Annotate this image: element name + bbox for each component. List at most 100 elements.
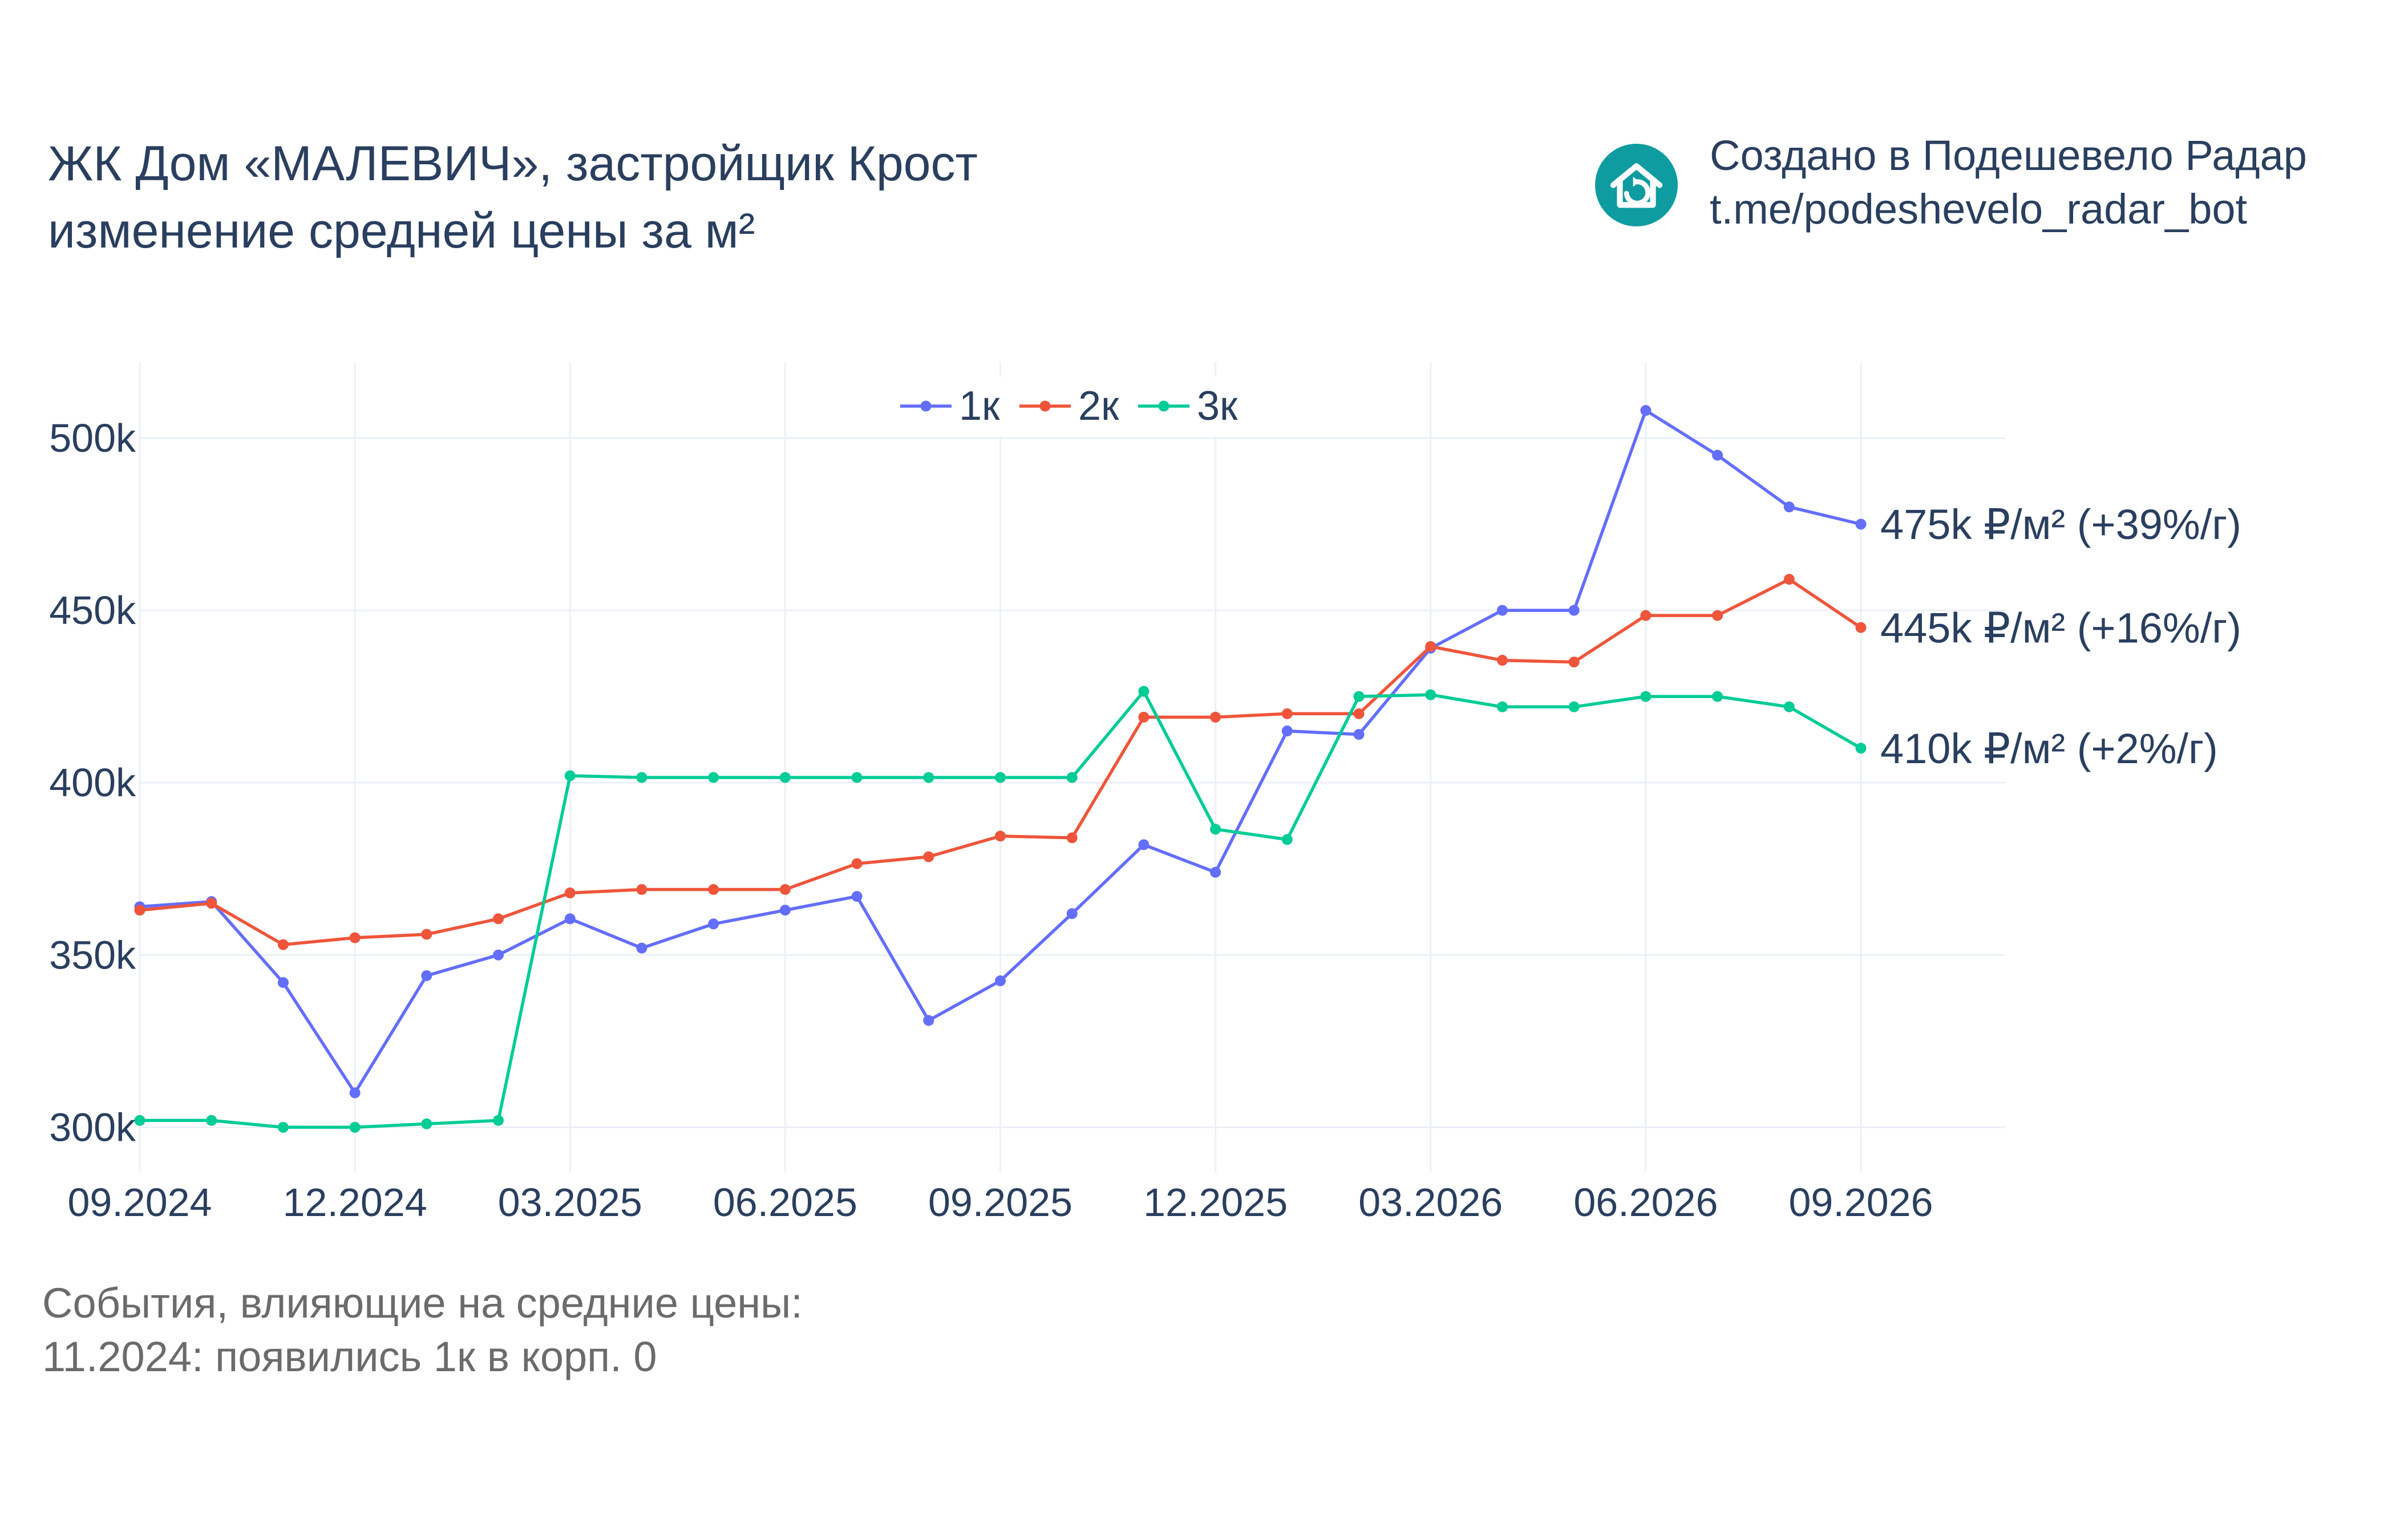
data-point [277, 977, 289, 988]
data-point [1496, 605, 1508, 616]
x-tick-label: 06.2025 [713, 1180, 857, 1225]
data-point [1353, 708, 1365, 719]
data-point [923, 1015, 934, 1026]
data-point [1281, 708, 1293, 719]
data-point [851, 772, 863, 783]
data-point [1496, 655, 1508, 666]
data-point [421, 929, 432, 940]
data-point [206, 1115, 217, 1126]
end-label-2: 445k ₽/м² (+16%/г) [1880, 604, 2241, 651]
legend-swatch-marker [1039, 400, 1051, 412]
data-point [1281, 834, 1293, 845]
legend: 1к 2к 3к [890, 376, 1249, 436]
data-point [493, 949, 504, 961]
series-lines [134, 405, 1867, 1133]
title-line-1: ЖК Дом «МАЛЕВИЧ», застройщик Крост [48, 136, 978, 191]
data-point [779, 884, 791, 895]
brand-credit: Создано в Подешевело Радар t.me/podeshev… [1710, 129, 2307, 236]
data-point [493, 1115, 504, 1126]
data-point [1568, 656, 1580, 668]
data-point [564, 913, 576, 925]
data-point [206, 898, 217, 909]
data-point [1640, 691, 1652, 702]
data-point [421, 1118, 432, 1129]
data-point [1138, 711, 1150, 723]
data-point [1210, 711, 1221, 723]
brand-line-1: Создано в Подешевело Радар [1710, 132, 2307, 179]
events-item: 11.2024: появились 1к в корп. 0 [42, 1333, 657, 1380]
data-point [779, 905, 791, 916]
data-point [851, 891, 863, 902]
legend-swatch-marker [1158, 400, 1169, 412]
data-point [1281, 726, 1293, 737]
legend-label: 1к [959, 383, 1000, 429]
y-tick-label: 400k [49, 760, 136, 805]
data-point [779, 772, 791, 783]
data-point [1425, 689, 1436, 700]
data-point [1496, 701, 1508, 712]
data-point [1855, 518, 1867, 530]
x-tick-label: 03.2026 [1358, 1180, 1503, 1225]
data-point [349, 932, 361, 943]
data-point [708, 884, 719, 895]
data-point [349, 1087, 361, 1099]
data-point [1855, 622, 1867, 633]
grid-lines [139, 362, 2005, 1172]
data-point [1783, 574, 1795, 585]
data-point [1353, 691, 1365, 702]
data-point [1640, 405, 1652, 416]
x-tick-label: 06.2026 [1573, 1180, 1718, 1225]
data-point [1066, 908, 1078, 919]
y-tick-label: 300k [49, 1105, 136, 1149]
data-point [1712, 691, 1723, 702]
data-point [421, 970, 432, 982]
data-point [995, 772, 1006, 783]
data-point [277, 939, 289, 950]
events-heading: События, влияющие на средние цены: [42, 1279, 803, 1327]
y-tick-label: 450k [49, 588, 136, 633]
x-tick-label: 09.2024 [67, 1180, 212, 1225]
data-point [1066, 772, 1078, 783]
data-point [923, 851, 934, 862]
legend-label: 3к [1197, 383, 1238, 429]
data-point [636, 942, 647, 954]
x-tick-label: 03.2025 [498, 1180, 642, 1225]
end-label-1: 475k ₽/м² (+39%/г) [1880, 501, 2241, 548]
data-point [277, 1121, 289, 1133]
data-point [1568, 701, 1580, 712]
y-tick-label: 500k [49, 416, 136, 460]
data-point [564, 770, 576, 781]
title-line-2: изменение средней цены за м² [48, 204, 755, 258]
data-point [1712, 610, 1723, 621]
x-tick-label: 09.2025 [928, 1180, 1072, 1225]
data-point [1210, 866, 1221, 878]
end-label-3: 410k ₽/м² (+2%/г) [1880, 725, 2218, 772]
data-point [1783, 501, 1795, 513]
brand-link[interactable]: t.me/podeshevelo_radar_bot [1710, 185, 2248, 233]
data-point [708, 918, 719, 930]
data-point [1568, 605, 1580, 616]
data-point [564, 887, 576, 899]
data-point [1210, 824, 1221, 835]
data-point [851, 858, 863, 869]
data-point [1425, 641, 1436, 653]
logo-circle [1595, 144, 1678, 226]
data-point [995, 975, 1006, 987]
data-point [1640, 610, 1652, 621]
data-point [636, 772, 647, 783]
legend-label: 2к [1078, 383, 1119, 429]
data-point [134, 1115, 145, 1126]
data-point [134, 905, 145, 916]
data-point [995, 830, 1006, 842]
data-point [1855, 743, 1867, 754]
refresh-arc [1624, 179, 1651, 206]
end-labels: 475k ₽/м² (+39%/г) 445k ₽/м² (+16%/г) 410k… [1880, 501, 2241, 772]
data-point [636, 884, 647, 895]
house-refresh-icon [1595, 144, 1678, 226]
data-point [1138, 686, 1150, 697]
data-point [1138, 839, 1150, 850]
refresh-arrow [1633, 177, 1640, 187]
x-tick-label: 12.2025 [1143, 1180, 1288, 1225]
chart-title: ЖК Дом «МАЛЕВИЧ», застройщик Крост измен… [48, 130, 978, 265]
